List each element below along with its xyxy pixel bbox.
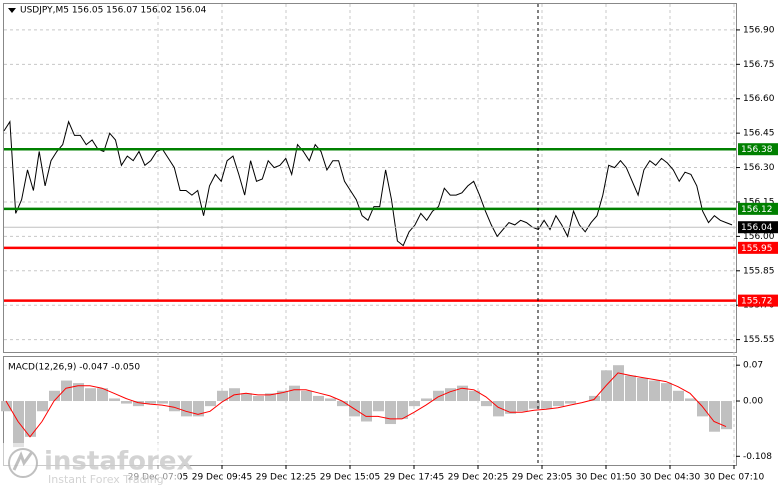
macd-title: MACD(12,26,9) -0.047 -0.050	[8, 363, 140, 373]
y-tick-label: 155.85	[743, 266, 775, 276]
macd-histogram-bar	[613, 365, 624, 402]
x-tick-label: 30 Dec 04:30	[640, 473, 701, 483]
price-tag	[738, 143, 778, 156]
macd-histogram-bar	[697, 401, 708, 417]
plot	[1, 120, 736, 448]
macd-histogram-bar	[313, 395, 324, 402]
macd-histogram-bar	[61, 380, 72, 402]
macd-histogram-bar	[721, 401, 732, 430]
macd-histogram-bar	[241, 393, 252, 402]
macd-histogram-bar	[193, 401, 204, 417]
macd-histogram-bar	[373, 401, 384, 412]
price-tag	[738, 221, 778, 234]
y-tick-label: 156.60	[743, 94, 775, 104]
macd-histogram-bar	[445, 388, 456, 402]
price-tag	[738, 241, 778, 254]
price-tag	[738, 202, 778, 215]
price-tag-label: 155.72	[741, 297, 773, 307]
price-tag-label: 156.38	[741, 145, 773, 155]
macd-histogram-bar	[37, 401, 48, 412]
macd-histogram-bar	[685, 398, 696, 402]
y-tick-label: 156.00	[743, 232, 775, 242]
macd-histogram-bar	[337, 401, 348, 407]
x-tick-label: 29 Dec 20:25	[448, 473, 509, 483]
macd-histogram-bar	[661, 383, 672, 402]
y-tick-label: -0.108	[743, 452, 772, 462]
macd-histogram-bar	[121, 401, 132, 404]
y-tick-label: 155.55	[743, 335, 775, 345]
macd-histogram-bar	[505, 401, 516, 414]
price-tag-label: 156.12	[741, 205, 773, 215]
macd-histogram-bar	[85, 388, 96, 402]
macd-histogram-bar	[109, 398, 120, 402]
macd-histogram-bar	[277, 390, 288, 402]
x-tick-label: 29 Dec 09:45	[192, 473, 253, 483]
macd-histogram-bar	[253, 395, 264, 402]
x-tick-label: 30 Dec 07:10	[704, 473, 765, 483]
macd-histogram-bar	[481, 401, 492, 407]
macd-histogram-bar	[13, 401, 24, 448]
macd-histogram-bar	[133, 401, 144, 407]
macd-histogram-bar	[709, 401, 720, 432]
main-frame	[3, 3, 737, 353]
macd-histogram-bar	[361, 401, 372, 422]
y-tick-label: 0.07	[743, 361, 763, 371]
x-tick-label: 30 Dec 01:50	[576, 473, 637, 483]
macd-histogram-bar	[637, 377, 648, 402]
x-tick-label: 29 Dec 12:25	[256, 473, 317, 483]
macd-histogram-bar	[97, 388, 108, 402]
price-line	[3, 120, 733, 247]
macd-histogram-bar	[325, 398, 336, 402]
macd-histogram-bar	[397, 401, 408, 419]
macd-histogram-bar	[565, 401, 576, 404]
macd-histogram-bar	[301, 390, 312, 402]
y-tick-label: 156.30	[743, 163, 775, 173]
macd-histogram-bar	[157, 401, 168, 404]
macd-histogram-bar	[145, 401, 156, 404]
macd-histogram-bar	[1, 401, 12, 412]
y-tick-label: 156.75	[743, 60, 775, 70]
macd-histogram-bar	[385, 401, 396, 425]
macd-histogram-bar	[265, 393, 276, 402]
macd-histogram-bar	[541, 401, 552, 409]
price-tag-label: 156.04	[741, 223, 773, 233]
macd-histogram-bar	[625, 375, 636, 402]
y-tick-label: 0.00	[743, 397, 763, 407]
watermark-tagline: Instant Forex Trading	[48, 473, 164, 486]
macd-histogram-bar	[469, 390, 480, 402]
macd-histogram-bar	[517, 401, 528, 412]
logo-mark	[12, 451, 34, 471]
y-tick-label: 156.15	[743, 197, 775, 207]
menu-arrow	[8, 8, 16, 13]
macd-histogram-bar	[25, 401, 36, 437]
x-tick-label: 29 Dec 17:45	[384, 473, 445, 483]
price-tag	[738, 294, 778, 307]
x-tick-label: 29 Dec 23:05	[512, 473, 573, 483]
macd-histogram-bar	[553, 401, 564, 407]
macd-histogram-bar	[493, 401, 504, 417]
macd-histogram-bar	[433, 390, 444, 402]
x-tick-label: 29 Dec 15:05	[320, 473, 381, 483]
chart-title: USDJPY,M5 156.05 156.07 156.02 156.04	[20, 6, 207, 16]
macd-histogram-bar	[181, 401, 192, 417]
macd-histogram-bar	[289, 385, 300, 402]
macd-histogram-bar	[169, 401, 180, 412]
macd-histogram-bar	[649, 380, 660, 402]
macd-histogram-bar	[205, 401, 216, 407]
watermark-brand: instaforex	[44, 447, 194, 477]
macd-histogram-bar	[73, 383, 84, 402]
macd-histogram-bar	[529, 401, 540, 409]
macd-histogram-bar	[421, 398, 432, 402]
macd-histogram-bar	[217, 390, 228, 402]
macd-histogram-bar	[49, 390, 60, 402]
y-tick-label: 156.90	[743, 25, 775, 35]
watermark: instaforex Instant Forex Trading	[3, 443, 194, 487]
macd-histogram-bar	[673, 390, 684, 402]
macd-histogram-bar	[457, 385, 468, 402]
y-tick-label: 156.45	[743, 129, 775, 139]
macd-histogram-bar	[409, 401, 420, 407]
price-tag-label: 155.95	[741, 244, 773, 254]
signal-line	[5, 372, 727, 438]
